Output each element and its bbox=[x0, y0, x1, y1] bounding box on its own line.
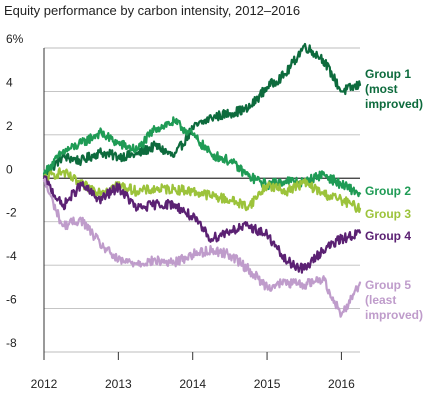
y-tick-label-8: -8 bbox=[6, 336, 17, 350]
series-line-group-3 bbox=[42, 167, 362, 213]
legend-label-group-4-line-1: Group 4 bbox=[365, 229, 411, 243]
x-tick-label-2013: 2013 bbox=[105, 377, 132, 391]
legend-label-group-3-line-1: Group 3 bbox=[365, 207, 411, 221]
series-line-group-2 bbox=[42, 116, 362, 198]
y-tick-label-4: 4 bbox=[6, 75, 13, 89]
y-tick-label-6: -6 bbox=[6, 293, 17, 307]
legend-label-group-2-line-1: Group 2 bbox=[365, 184, 411, 198]
legend-label-group-1-line-2: (most bbox=[365, 82, 398, 96]
y-tick-label-4: -4 bbox=[6, 249, 17, 263]
legend-label-group-1-line-3: improved) bbox=[365, 97, 423, 111]
y-tick-label-2: 2 bbox=[6, 119, 13, 133]
legend-label-group-5-line-3: improved) bbox=[365, 308, 423, 322]
grid-layer bbox=[43, 47, 360, 360]
series-line-group-1 bbox=[42, 42, 362, 179]
legend-label-group-1-line-1: Group 1 bbox=[365, 67, 411, 81]
series-layer bbox=[42, 42, 362, 318]
legend-label-group-5-line-2: (least bbox=[365, 293, 396, 307]
x-tick-label-2015: 2015 bbox=[254, 377, 281, 391]
y-tick-label-0: 0 bbox=[6, 162, 13, 176]
x-tick-label-2016: 2016 bbox=[328, 377, 355, 391]
y-tick-label-6: 6% bbox=[6, 32, 24, 46]
y-tick-label-2: -2 bbox=[6, 206, 17, 220]
chart-title: Equity performance by carbon intensity, … bbox=[4, 3, 300, 18]
series-line-group-5 bbox=[42, 177, 362, 318]
x-tick-label-2014: 2014 bbox=[179, 377, 206, 391]
series-line-group-4 bbox=[42, 175, 362, 274]
x-tick-label-2012: 2012 bbox=[31, 377, 58, 391]
legend-label-group-5-line-1: Group 5 bbox=[365, 278, 411, 292]
tick-layer: 6% 4 2 0 -2 -4 -6 -8 2012 2013 2014 2015 2016 bbox=[6, 32, 355, 391]
